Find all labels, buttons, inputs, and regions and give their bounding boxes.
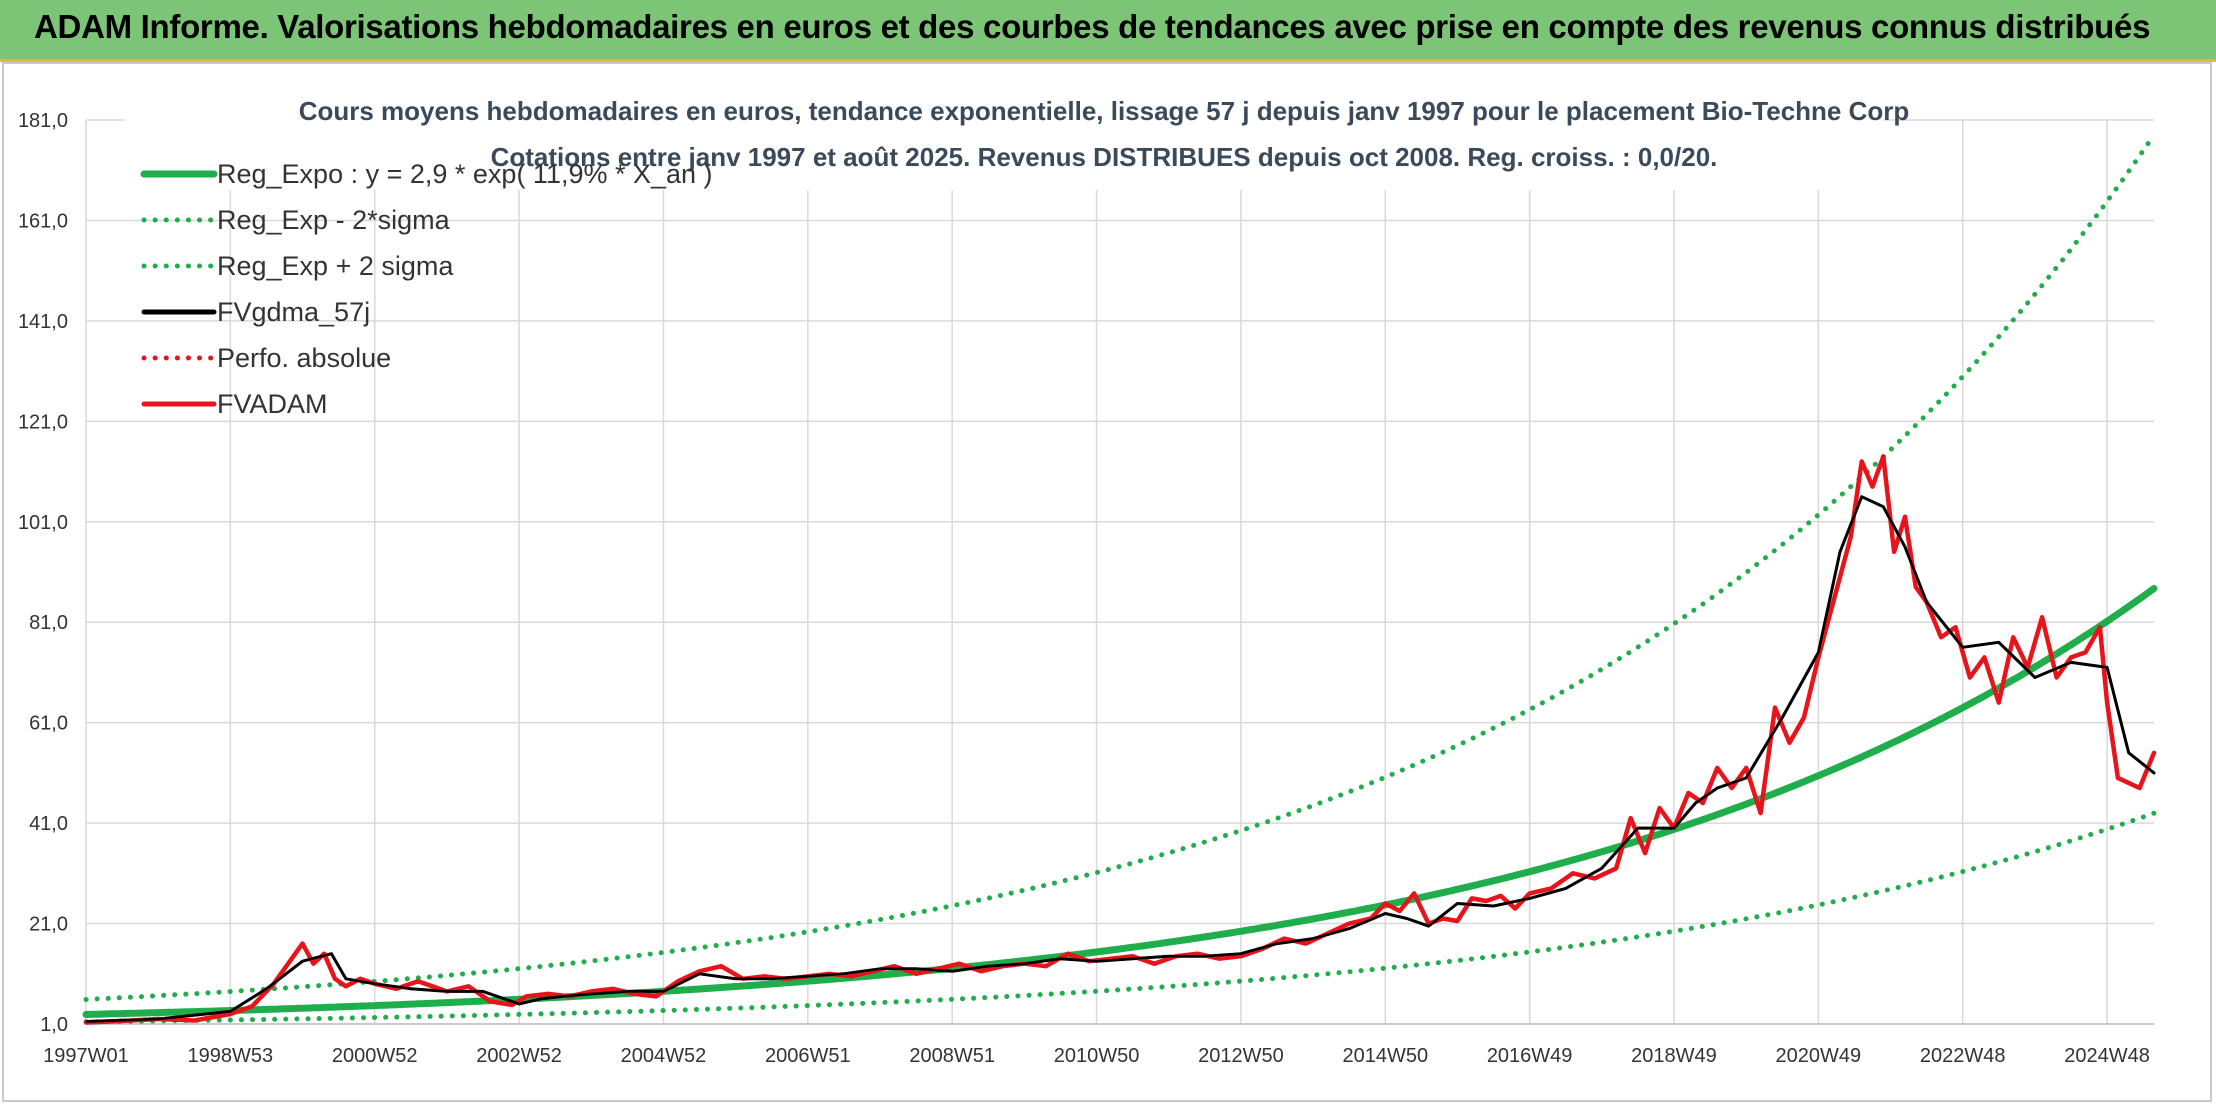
x-tick-label: 2010W50: [1054, 1045, 1140, 1067]
series-line-3: [84, 495, 2156, 1023]
y-tick-label: 21,0: [29, 914, 68, 936]
y-axis: 1,0 21,0 41,0 61,0 81,0 101,0 121,0 141,0 161,0 1…: [18, 110, 68, 1036]
x-tick-label: 2024W48: [2064, 1045, 2150, 1067]
title-backdrop: [124, 90, 1884, 190]
x-axis: 1997W01 1998W53 2000W52 2002W52 2004W52 2006W…: [43, 1045, 2150, 1067]
y-tick-label: 181,0: [18, 110, 68, 132]
series-line-0: [82, 585, 2158, 1018]
series-line-fvgdma-overlay: [85, 495, 2155, 1023]
x-tick-label: 1998W53: [188, 1045, 274, 1067]
x-tick-label: 2002W52: [476, 1045, 562, 1067]
report-title: ADAM Informe. Valorisations hebdomadaire…: [34, 8, 2151, 45]
legend: Reg_Expo : y = 2,9 * exp( 11,9% * X_an )…: [140, 159, 713, 419]
x-tick-label: 2016W49: [1487, 1045, 1573, 1067]
series-lines: [82, 132, 2158, 1025]
legend-label-0: Reg_Expo : y = 2,9 * exp( 11,9% * X_an ): [217, 159, 713, 189]
legend-label-5: FVADAM: [217, 389, 328, 419]
y-tick-label: 121,0: [18, 411, 68, 433]
legend-label-4: Perfo. absolue: [217, 343, 391, 373]
x-tick-label: 2020W49: [1776, 1045, 1862, 1067]
legend-label-2: Reg_Exp + 2 sigma: [217, 251, 454, 281]
y-tick-label: 61,0: [29, 713, 68, 735]
report-header: ADAM Informe. Valorisations hebdomadaire…: [0, 0, 2216, 62]
legend-label-3: FVgdma_57j: [217, 297, 370, 327]
chart-subtitle: Cotations entre janv 1997 et août 2025. …: [491, 142, 1718, 172]
y-tick-label: 1,0: [40, 1014, 68, 1036]
grid: [85, 119, 2154, 1025]
y-tick-label: 141,0: [18, 311, 68, 333]
x-tick-label: 2006W51: [765, 1045, 851, 1067]
y-tick-label: 81,0: [29, 612, 68, 634]
x-tick-label: 2008W51: [909, 1045, 995, 1067]
chart-frame: 1,0 21,0 41,0 61,0 81,0 101,0 121,0 141,0 161,0 1…: [2, 62, 2212, 1102]
x-tick-label: 2004W52: [621, 1045, 707, 1067]
y-tick-label: 41,0: [29, 813, 68, 835]
x-tick-label: 2014W50: [1342, 1045, 1428, 1067]
x-tick-label: 1997W01: [43, 1045, 129, 1067]
legend-label-1: Reg_Exp - 2*sigma: [217, 205, 451, 235]
series-line-1: [83, 810, 2157, 1025]
y-tick-label: 161,0: [18, 210, 68, 232]
series-line-2: [83, 132, 2157, 1002]
chart-canvas: 1,0 21,0 41,0 61,0 81,0 101,0 121,0 141,0 161,0 1…: [18, 90, 2158, 1067]
x-tick-label: 2018W49: [1631, 1045, 1717, 1067]
chart-title: Cours moyens hebdomadaires en euros, ten…: [299, 96, 1910, 126]
y-tick-label: 101,0: [18, 512, 68, 534]
x-tick-label: 2000W52: [332, 1045, 418, 1067]
x-tick-label: 2012W50: [1198, 1045, 1284, 1067]
x-tick-label: 2022W48: [1920, 1045, 2006, 1067]
